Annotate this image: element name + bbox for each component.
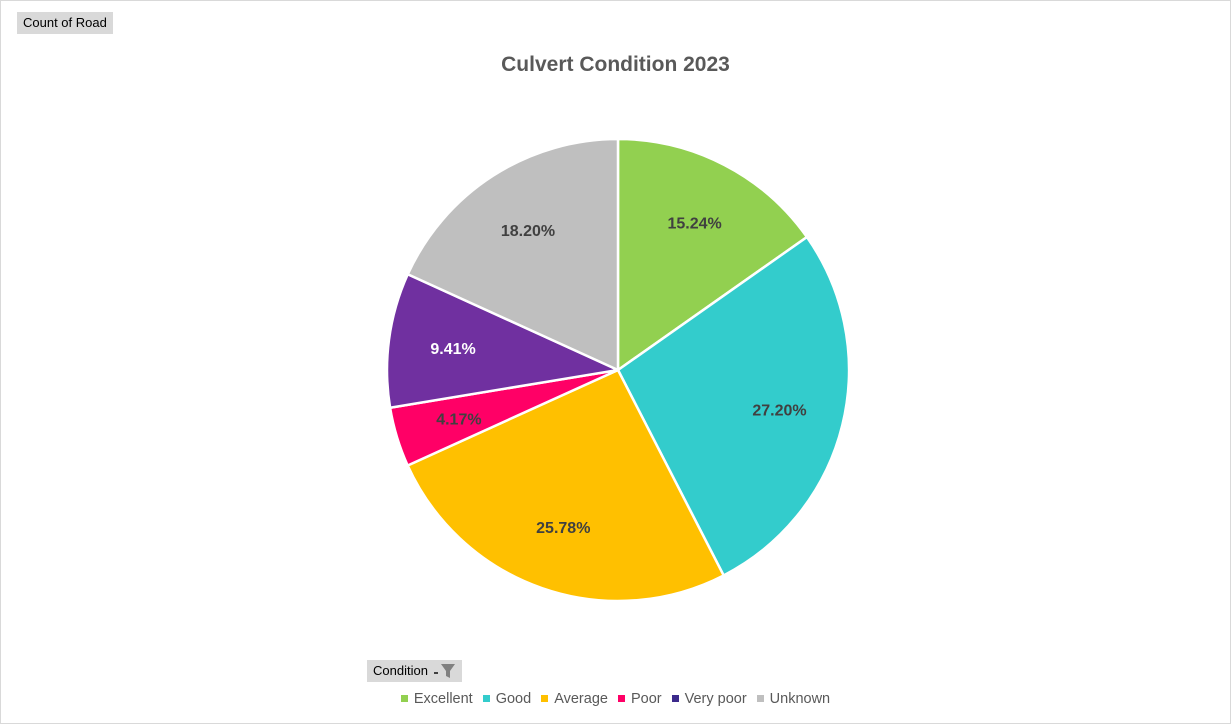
legend-label: Excellent [413,691,473,707]
chart-legend: Excellent Good Average Poor Very poor Unknown [0,688,1231,710]
legend-swatch [541,694,549,702]
legend-swatch [617,694,625,702]
legend-swatch [756,694,764,702]
legend-item-poor[interactable]: Poor [617,688,662,710]
legend-label: Unknown [769,691,831,707]
legend-swatch [671,694,679,702]
chart-title: Culvert Condition 2023 [501,53,730,76]
data-label-average: 25.78% [536,520,590,537]
values-field-button[interactable]: Count of Road [17,12,113,34]
legend-item-average[interactable]: Average [541,688,608,710]
pie-slice-good[interactable] [616,235,851,577]
legend-label: Very poor [684,691,747,707]
legend-label: Poor [630,691,662,707]
pie-slice-average[interactable] [406,368,725,603]
legend-label: Good [495,691,532,707]
data-label-good: 27.20% [752,403,806,420]
data-label-poor: 4.17% [436,411,481,428]
legend-label: Average [554,691,608,707]
data-label-excellent: 15.24% [667,215,721,232]
legend-item-excellent[interactable]: Excellent [400,688,473,710]
legend-swatch [482,694,490,702]
condition-field-button[interactable]: Condition [367,660,462,682]
data-label-very-poor: 9.41% [430,341,475,358]
filter-icon[interactable] [432,660,460,682]
legend-item-unknown[interactable]: Unknown [756,688,831,710]
legend-swatch [400,694,408,702]
legend-item-good[interactable]: Good [482,688,532,710]
condition-field-label: Condition [373,663,428,678]
pie-slice-unknown[interactable] [406,137,620,372]
data-label-unknown: 18.20% [501,223,555,240]
pie-slice-excellent[interactable] [616,137,809,372]
legend-item-very-poor[interactable]: Very poor [671,688,747,710]
pie-slice-very-poor[interactable] [385,273,620,409]
